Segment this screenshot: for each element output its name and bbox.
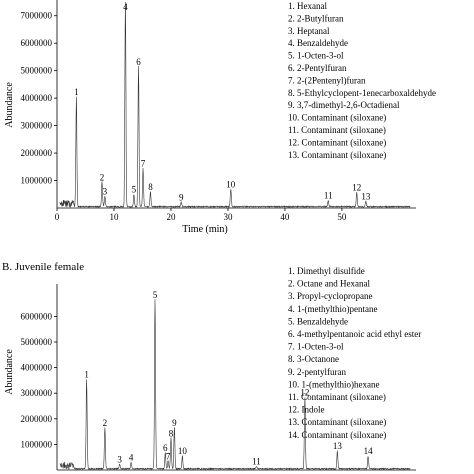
panel-b-y-tick-label: 4000000 bbox=[21, 363, 53, 373]
panel-a-x-tick-label: 20 bbox=[166, 212, 176, 222]
panel-a-peak-label: 9 bbox=[179, 193, 184, 203]
panel-b-legend-entry: 11. Contaminant (siloxane) bbox=[288, 392, 386, 402]
panel-a-legend-entry: 12. Contaminant (siloxane) bbox=[288, 137, 386, 147]
panel-b-peak-label: 10 bbox=[178, 446, 188, 456]
panel-b-peak-label: 4 bbox=[129, 453, 134, 463]
panel-a-peak-label: 4 bbox=[123, 2, 128, 12]
panel-b-peak-label: 11 bbox=[252, 457, 261, 467]
panel-b-peak-label: 13 bbox=[333, 441, 343, 451]
panel-b-legend-entry: 14. Contaminant (siloxane) bbox=[288, 430, 386, 440]
panel-a-legend-entry: 2. 2-Butylfuran bbox=[288, 13, 344, 23]
panel-a-legend: 1. Hexanal 2. 2-Butylfuran 3. Heptanal 4. B… bbox=[288, 1, 436, 160]
panel-a-x-tick-label: 50 bbox=[337, 212, 347, 222]
panel-b-legend-entry: 3. Propyl-cyclopropane bbox=[288, 291, 372, 301]
panel-b-peak-label: 7 bbox=[166, 451, 171, 461]
panel-b-legend-entry: 12. Indole bbox=[288, 405, 325, 415]
panel-a-legend-entry: 11. Contaminant (siloxane) bbox=[288, 125, 386, 135]
panel-a-legend-entry: 13. Contaminant (siloxane) bbox=[288, 150, 386, 160]
panel-a-chromatogram-trace bbox=[59, 1, 411, 209]
panel-a-x-tick-label: 10 bbox=[109, 212, 119, 222]
panel-b-y-tick-label: 6000000 bbox=[21, 311, 53, 321]
panel-a-x-tick-label: 0 bbox=[55, 212, 60, 222]
panel-b-title: B. Juvenile female bbox=[2, 261, 84, 273]
panel-b-legend-entry: 7. 1-Octen-3-ol bbox=[288, 342, 344, 352]
panel-b-y-axis-label: Abundance bbox=[4, 349, 15, 395]
panel-b-peak-label: 1 bbox=[84, 369, 89, 379]
panel-a-peak-label: 8 bbox=[148, 182, 153, 192]
panel-a-legend-entry: 8. 5-Ethylcyclopent-1enecarboxaldehyde bbox=[288, 88, 436, 98]
panel-a-legend-entry: 7. 2-(2Pentenyl)furan bbox=[288, 75, 366, 85]
panel-b-peak-label: 12 bbox=[300, 387, 309, 397]
panel-a-legend-entry: 6. 2-Pentylfuran bbox=[288, 63, 347, 73]
panel-a-legend-entry: 5. 1-Octen-3-ol bbox=[288, 51, 344, 61]
panel-b-peak-label: 14 bbox=[364, 446, 374, 456]
panel-a-peak-label: 7 bbox=[141, 159, 146, 169]
panel-a-peak-label: 6 bbox=[136, 57, 141, 67]
panel-b-legend-entry: 9. 2-pentylfuran bbox=[288, 367, 346, 377]
panel-b-peak-label: 2 bbox=[103, 418, 108, 428]
panel-a-x-tick-label: 30 bbox=[223, 212, 233, 222]
panel-a-legend-entry: 10. Contaminant (siloxane) bbox=[288, 113, 386, 123]
panel-b-y-tick-label: 5000000 bbox=[21, 337, 53, 347]
panel-a-y-tick-label: 5000000 bbox=[21, 66, 53, 76]
panel-a-peak-label: 1 bbox=[74, 87, 79, 97]
panel-b-legend-entry: 10. 1-(methylthio)hexane bbox=[288, 379, 379, 389]
panel-a-peak-label: 12 bbox=[352, 183, 361, 193]
panel-b-peak-label: 8 bbox=[169, 428, 174, 438]
panel-a-y-tick-label: 7000000 bbox=[21, 11, 53, 21]
panel-b-legend-entry: 1. Dimethyl disulfide bbox=[288, 266, 365, 276]
panel-a-y-tick-label: 4000000 bbox=[21, 93, 53, 103]
panel-b-legend: 1. Dimethyl disulfide 2. Octane and Hexan… bbox=[288, 266, 421, 440]
panel-a-y-tick-label: 2000000 bbox=[21, 148, 53, 158]
panel-a-peak-label: 3 bbox=[103, 187, 108, 197]
panel-b-peak-label: 3 bbox=[117, 454, 122, 464]
panel-a-legend-entry: 3. Heptanal bbox=[288, 26, 330, 36]
panel-a-legend-entry: 4. Benzaldehyde bbox=[288, 38, 348, 48]
panel-b-legend-entry: 6. 4-methylpentanoic acid ethyl ester bbox=[288, 329, 421, 339]
panel-a-y-tick-label: 1000000 bbox=[21, 176, 53, 186]
panel-b-chromatogram-trace bbox=[59, 299, 411, 471]
panel-a-y-tick-label: 3000000 bbox=[21, 121, 53, 131]
panel-a-peak-label: 2 bbox=[100, 172, 105, 182]
panel-a-y-axis-label: Abundance bbox=[4, 82, 15, 128]
panel-b: B. Juvenile female 1000000 2000000 3000000… bbox=[2, 261, 421, 471]
panel-a: 1000000 2000000 3000000 4000000 5000000 60000… bbox=[4, 0, 436, 235]
panel-a-peak-label: 5 bbox=[132, 185, 137, 195]
panel-a-y-tick-label: 6000000 bbox=[21, 38, 53, 48]
panel-b-peak-label: 6 bbox=[163, 443, 168, 453]
panel-b-y-tick-label: 1000000 bbox=[21, 439, 53, 449]
panel-b-y-tick-label: 2000000 bbox=[21, 414, 53, 424]
panel-b-legend-entry: 2. Octane and Hexanal bbox=[288, 279, 370, 289]
panel-a-peak-label: 11 bbox=[324, 191, 333, 201]
panel-b-legend-entry: 4. 1-(methylthio)pentane bbox=[288, 304, 377, 314]
panel-b-legend-entry: 8. 3-Octanone bbox=[288, 354, 339, 364]
panel-b-y-tick-label: 3000000 bbox=[21, 388, 53, 398]
panel-a-legend-entry: 9. 3,7-dimethyl-2,6-Octadienal bbox=[288, 100, 400, 110]
panel-b-legend-entry: 13. Contaminant (siloxane) bbox=[288, 417, 386, 427]
panel-b-legend-entry: 5. Benzaldehyde bbox=[288, 316, 348, 326]
panel-a-x-tick-label: 40 bbox=[280, 212, 290, 222]
panel-a-peak-label: 10 bbox=[226, 179, 236, 189]
panel-a-peak-label: 13 bbox=[361, 192, 371, 202]
panel-b-peak-label: 5 bbox=[153, 290, 158, 300]
panel-a-legend-entry: 1. Hexanal bbox=[288, 1, 327, 11]
panel-a-x-axis-label: Time (min) bbox=[182, 224, 227, 235]
panel-b-peak-label: 9 bbox=[172, 418, 177, 428]
